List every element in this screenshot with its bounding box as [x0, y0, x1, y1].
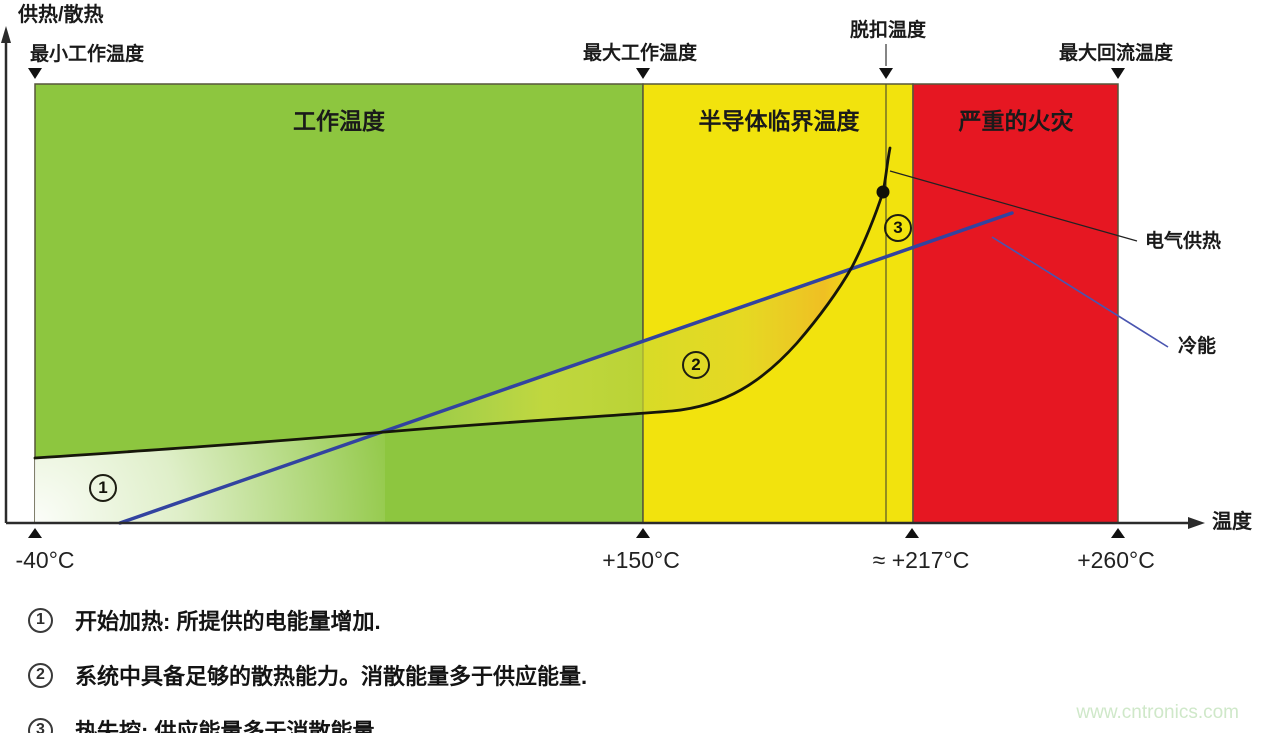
- zone-label-critical: 半导体临界温度: [698, 108, 860, 134]
- chart-canvas: [1, 26, 1205, 538]
- legend-row-2: 2 系统中具备足够的散热能力。消散能量多于供应能量.: [28, 659, 587, 691]
- legend-text-3: 热失控: 供应能量多于消散能量.: [75, 719, 381, 733]
- thermal-runaway-dot: [876, 185, 890, 199]
- cooling-label-leader: [991, 236, 1169, 348]
- legend-text-1: 开始加热: 所提供的电能量增加.: [75, 609, 381, 634]
- legend-num-1: 1: [28, 607, 53, 633]
- heating-curve: [33, 146, 892, 460]
- marker-max-reflow-icon: [1111, 68, 1125, 79]
- tick-260-icon: [1111, 528, 1125, 538]
- tick-label-minus40: -40°C: [15, 547, 75, 573]
- tick-150-icon: [636, 528, 650, 538]
- x-axis-title: 温度: [1212, 511, 1252, 533]
- legend-num-2: 2: [28, 662, 53, 688]
- legend: 1 开始加热: 所提供的电能量增加. 2 系统中具备足够的散热能力。消散能量多于…: [28, 604, 587, 733]
- bottom-tick-markers: [28, 528, 1125, 538]
- legend-row-3: 3 热失控: 供应能量多于消散能量.: [28, 714, 587, 733]
- zone-label-fire: 严重的火灾: [958, 108, 1074, 134]
- chart-marker-1: 1: [89, 474, 117, 502]
- y-axis-title: 供热/散热: [18, 4, 104, 26]
- chart-marker-2: 2: [682, 351, 710, 379]
- tick-217-icon: [905, 528, 919, 538]
- y-axis-arrow-icon: [1, 26, 11, 43]
- zone-fire-rect: [912, 83, 1119, 524]
- legend-text-2: 系统中具备足够的散热能力。消散能量多于供应能量.: [75, 664, 588, 689]
- x-axis-arrow-icon: [1188, 517, 1205, 529]
- chart-marker-3: 3: [884, 214, 912, 242]
- marker-max-operating-icon: [636, 68, 650, 79]
- label-max-operating-temp: 最大工作温度: [582, 43, 698, 64]
- cooling-line: [118, 211, 1014, 525]
- tick-label-217: ≈ +217°C: [872, 547, 970, 573]
- marker-trip-icon: [879, 68, 893, 79]
- top-boundary-markers: [28, 68, 1125, 79]
- label-electrical-heating: 电气供热: [1145, 231, 1222, 252]
- marker-min-operating-icon: [28, 68, 42, 79]
- tick-label-260: +260°C: [1077, 547, 1155, 573]
- zone-label-working: 工作温度: [293, 108, 385, 134]
- label-max-reflow-temp: 最大回流温度: [1058, 43, 1174, 64]
- tick-minus40-icon: [28, 528, 42, 538]
- region-start-heating: [35, 432, 385, 523]
- watermark: www.cntronics.com: [1076, 702, 1239, 723]
- label-min-operating-temp: 最小工作温度: [30, 44, 145, 65]
- tick-label-150: +150°C: [602, 547, 680, 573]
- legend-row-1: 1 开始加热: 所提供的电能量增加.: [28, 604, 587, 636]
- label-trip-temp: 脱扣温度: [849, 20, 927, 41]
- heating-label-leader: [889, 170, 1138, 242]
- label-cooling: 冷能: [1178, 336, 1217, 357]
- legend-num-3: 3: [28, 717, 53, 733]
